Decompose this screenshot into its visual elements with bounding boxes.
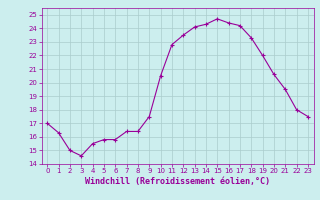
X-axis label: Windchill (Refroidissement éolien,°C): Windchill (Refroidissement éolien,°C) — [85, 177, 270, 186]
